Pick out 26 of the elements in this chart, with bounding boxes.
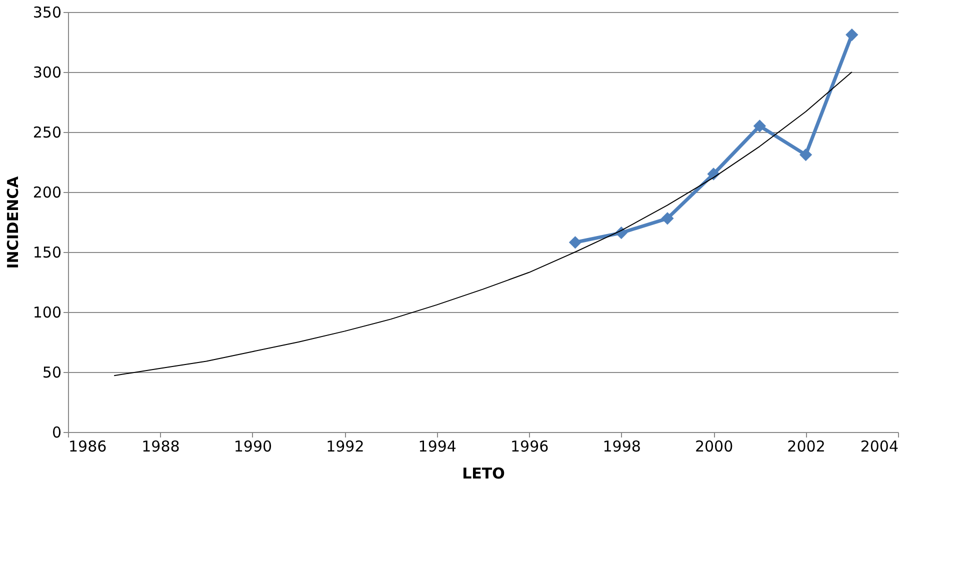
point xyxy=(753,120,766,132)
y-tick-label: 200 xyxy=(32,184,62,202)
point xyxy=(661,212,674,225)
x-tick-label: 1998 xyxy=(602,438,641,456)
x-axis-title: LETO xyxy=(462,464,505,482)
x-tick-label: 1994 xyxy=(418,438,456,456)
y-tick-label: 0 xyxy=(52,424,62,442)
x-tick-label: 2000 xyxy=(694,438,734,456)
x-tick-label: 1986 xyxy=(68,438,107,456)
y-tick-label: 100 xyxy=(32,304,62,322)
y-tick-label: 300 xyxy=(32,64,62,82)
x-tick-label: 2002 xyxy=(787,438,826,456)
y-tick-label: 150 xyxy=(32,244,62,262)
x-tick-label: 2004 xyxy=(860,438,898,456)
y-tick-label: 350 xyxy=(32,4,62,22)
x-tick-label: 1988 xyxy=(142,438,180,456)
point xyxy=(846,28,858,42)
point xyxy=(799,148,812,162)
x-tick-label: 1992 xyxy=(326,438,364,456)
line-series xyxy=(114,72,852,376)
point xyxy=(568,236,582,249)
x-tick-label: 1990 xyxy=(234,438,272,456)
x-tick-label: 1996 xyxy=(510,438,549,456)
y-tick-label: 50 xyxy=(42,364,62,382)
y-axis-title: INCIDENCA xyxy=(4,176,22,269)
y-tick-label: 250 xyxy=(32,124,62,142)
